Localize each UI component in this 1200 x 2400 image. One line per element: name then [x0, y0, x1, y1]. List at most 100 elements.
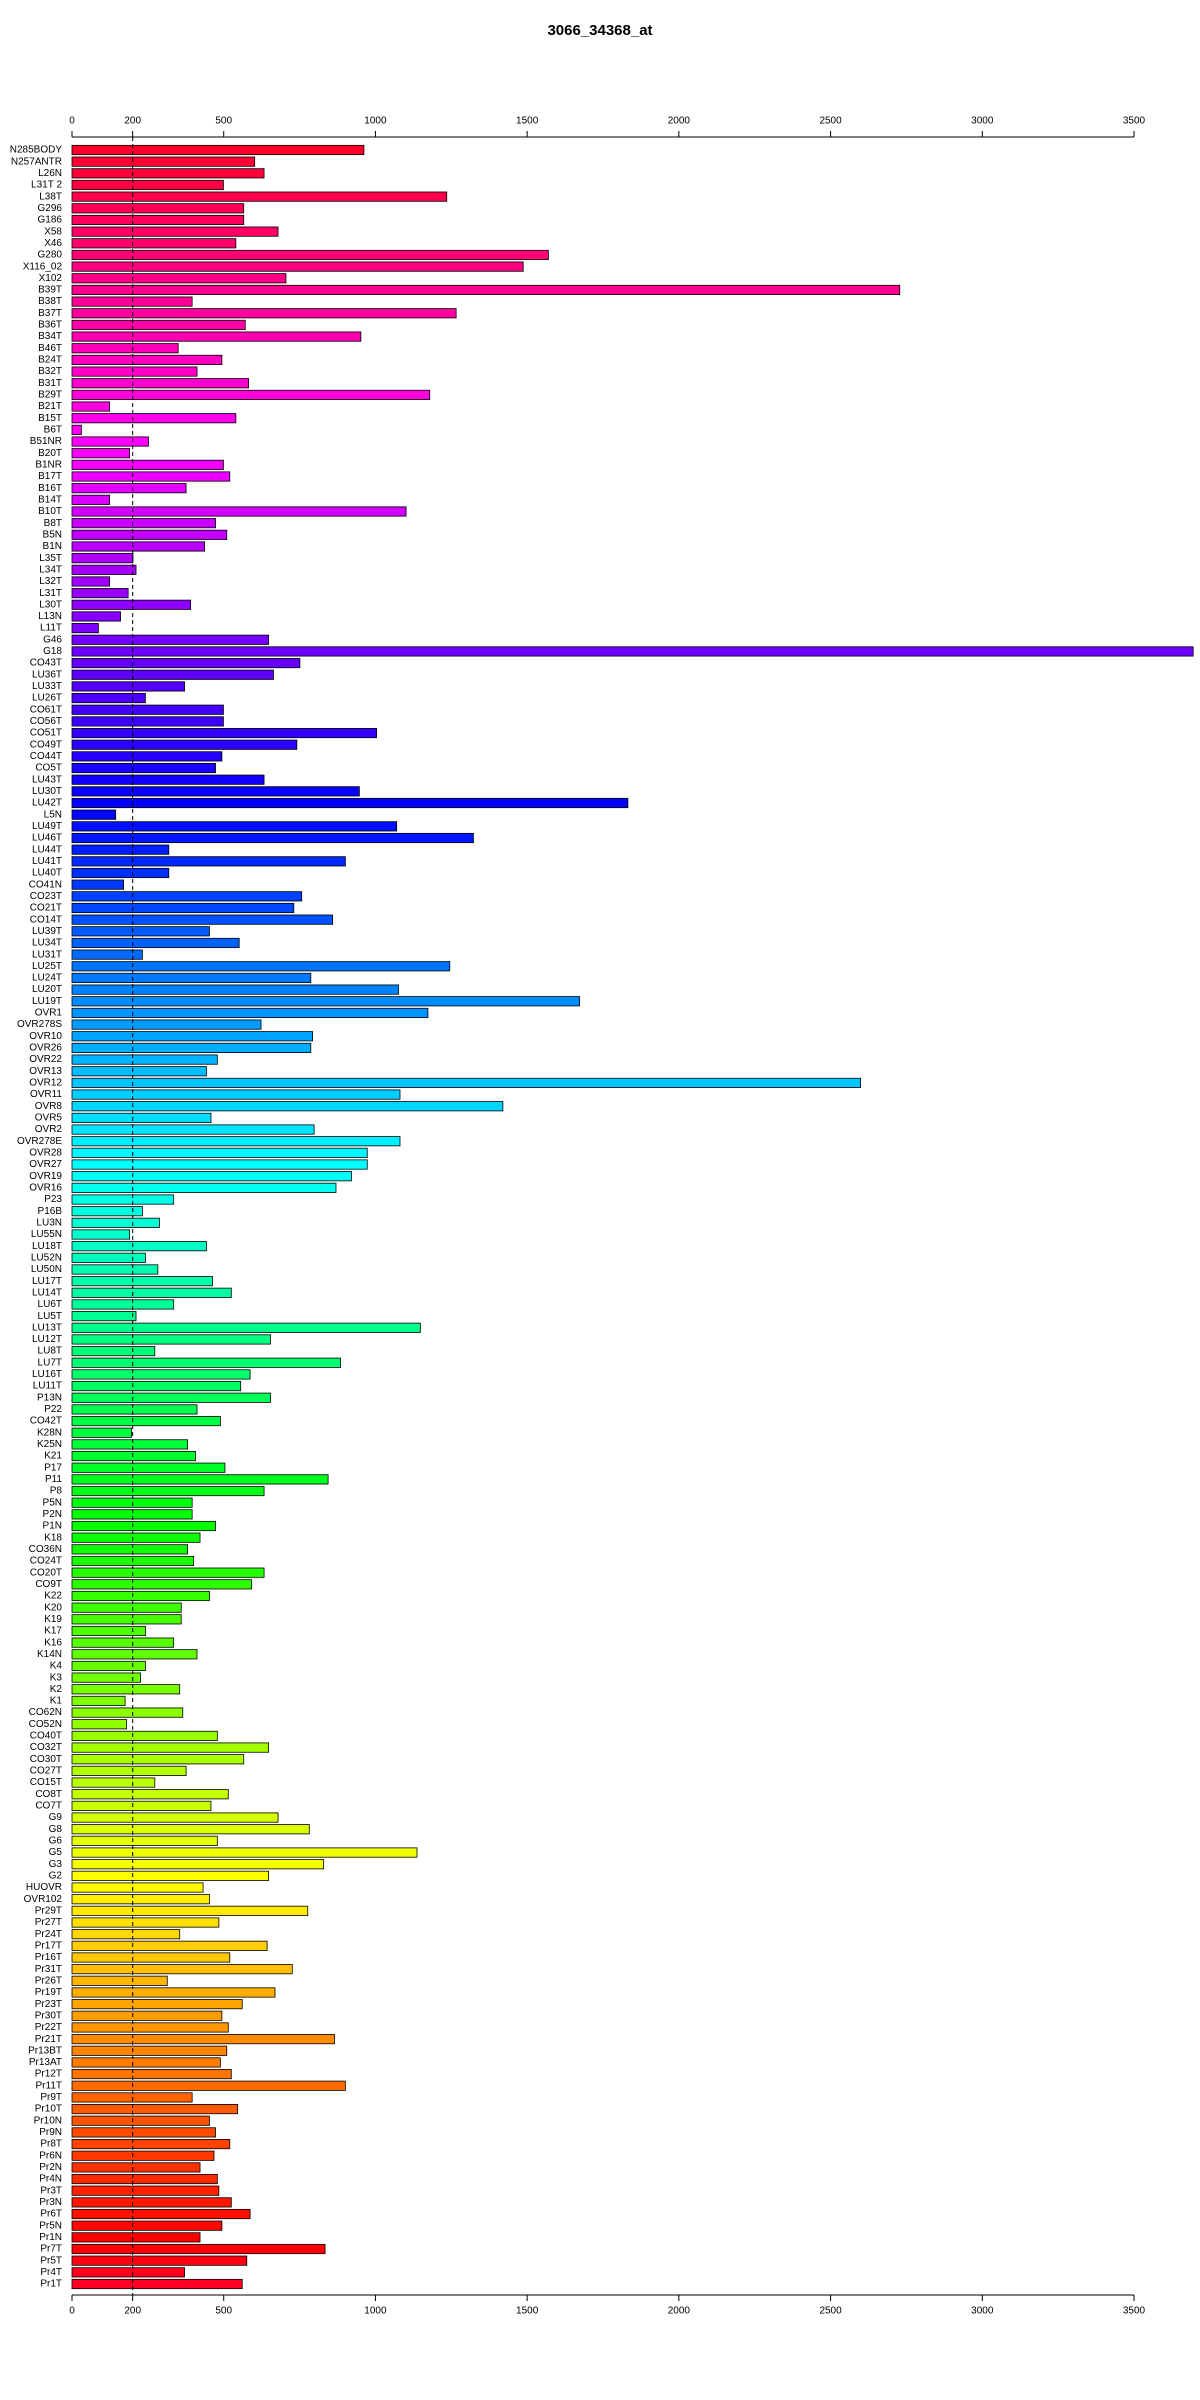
y-tick-label: LU7T [38, 1357, 62, 1368]
x-tick-label: 200 [124, 2306, 141, 2317]
y-tick-label: Pr12T [35, 2069, 62, 2080]
y-tick-label: G296 [38, 203, 63, 214]
bar [71, 961, 451, 972]
bar [71, 762, 216, 774]
bar [71, 296, 193, 307]
y-tick-label: P2N [43, 1509, 62, 1520]
bar [71, 1206, 143, 1217]
bar [71, 2104, 239, 2115]
y-tick-label: B46T [38, 343, 62, 354]
bar [71, 2197, 232, 2208]
y-tick-label: L11T [40, 623, 62, 634]
y-tick-label: CO49T [30, 739, 62, 750]
y-tick-label: Pr10N [34, 2115, 62, 2126]
bar [71, 599, 192, 610]
y-tick-label: LU41T [32, 856, 62, 867]
y-tick-label: Pr1T [40, 2279, 62, 2290]
y-tick-label: K1 [50, 1696, 63, 1707]
bar [71, 1089, 401, 1100]
bar [71, 1975, 168, 1986]
y-tick-label: LU25T [32, 961, 62, 972]
y-tick-label: K2 [50, 1684, 63, 1695]
bar [71, 1042, 312, 1053]
bar [71, 2115, 210, 2126]
y-tick-label: CO27T [30, 1766, 62, 1777]
bar [71, 774, 265, 785]
bar [71, 284, 901, 295]
bar [71, 1311, 137, 1322]
bar [71, 2045, 228, 2056]
bar [71, 1031, 314, 1042]
y-tick-label: B31T [38, 378, 62, 389]
bar [71, 2232, 201, 2243]
bar [71, 2010, 223, 2021]
y-tick-label: CO7T [35, 1801, 62, 1812]
y-tick-label: CO61T [30, 704, 62, 715]
bar [71, 1590, 210, 1602]
y-tick-label: LU44T [32, 844, 62, 855]
y-tick-label: LU50N [31, 1264, 62, 1275]
y-tick-label: G9 [49, 1812, 63, 1823]
bar [71, 902, 295, 914]
y-tick-label: P5N [43, 1497, 62, 1508]
y-tick-label: LU39T [32, 926, 62, 937]
bar [71, 366, 198, 377]
y-tick-label: B51NR [30, 436, 62, 447]
y-tick-label: B15T [38, 413, 62, 424]
y-tick-label: L13N [38, 611, 62, 622]
y-tick-label: Pr19T [35, 1987, 62, 1998]
y-tick-label: B36T [38, 320, 62, 331]
bar [71, 1485, 265, 1497]
bar [71, 2127, 216, 2138]
bar [71, 1136, 401, 1147]
y-tick-label: Pr17T [35, 1940, 62, 1951]
bar [71, 821, 398, 832]
y-tick-label: Pr10T [35, 2104, 62, 2115]
bar [71, 623, 99, 634]
y-tick-label: Pr30T [35, 2010, 62, 2021]
y-tick-label: CO44T [30, 751, 62, 762]
bar [71, 1007, 429, 1018]
bar [71, 751, 223, 762]
y-tick-label: OVR26 [29, 1043, 62, 1054]
y-tick-label: G5 [49, 1847, 63, 1858]
bar [71, 518, 216, 529]
bar [71, 2162, 201, 2173]
bar [71, 634, 270, 645]
bar [71, 424, 82, 435]
bar [71, 1334, 271, 1345]
y-tick-label: CO21T [30, 903, 62, 914]
y-tick-label: P1N [43, 1521, 62, 1532]
y-tick-label: OVR278E [17, 1136, 62, 1147]
y-tick-label: LU14T [32, 1287, 62, 1298]
bar [71, 214, 245, 226]
y-tick-label: K28N [37, 1427, 62, 1438]
bar [71, 1824, 310, 1835]
bar [71, 891, 303, 902]
y-tick-label: LU49T [32, 821, 62, 832]
y-tick-label: K22 [44, 1591, 62, 1602]
bar [71, 1112, 212, 1123]
bar [71, 2057, 221, 2068]
y-tick-label: OVR8 [35, 1101, 63, 1112]
bar [71, 471, 231, 482]
bar [71, 693, 146, 704]
x-tick-label: 500 [215, 116, 232, 127]
x-tick-label: 3500 [1123, 2306, 1146, 2317]
bar [71, 1322, 421, 1333]
y-tick-label: LU19T [32, 996, 62, 1007]
y-tick-label: OVR27 [29, 1159, 62, 1170]
bar [71, 413, 237, 424]
bar [71, 1299, 175, 1310]
bar [71, 1940, 268, 1951]
y-tick-label: LU11T [33, 1381, 62, 1392]
y-tick-label: LU20T [32, 984, 62, 995]
y-tick-label: LU46T [32, 833, 62, 844]
y-tick-label: LU12T [32, 1334, 62, 1345]
y-tick-label: P8 [50, 1486, 63, 1497]
y-tick-label: B8T [44, 518, 62, 529]
bar [71, 1462, 226, 1473]
chart-title: 3066_34368_at [547, 22, 652, 39]
y-tick-label: Pr27T [35, 1917, 62, 1928]
